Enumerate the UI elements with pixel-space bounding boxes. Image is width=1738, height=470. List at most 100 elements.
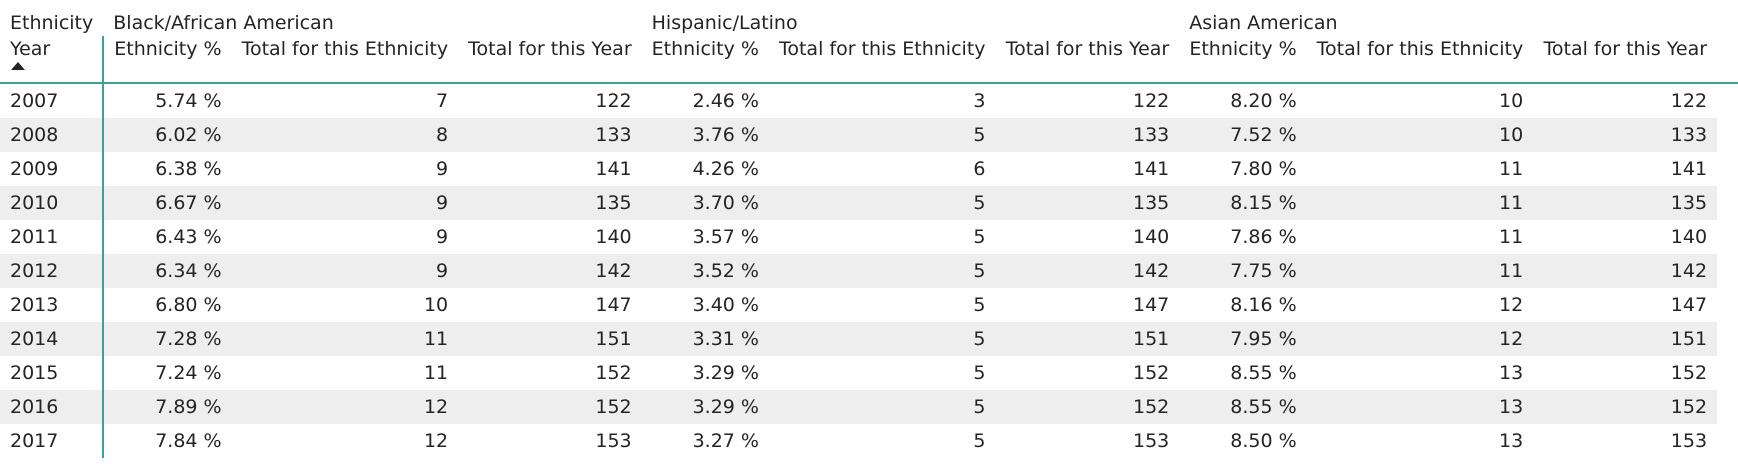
table-row[interactable]: 2008 6.02 % 8 133 3.76 % 5 133 7.52 % 10 133 — [0, 118, 1738, 152]
cell-hispanic-total-ethnicity[interactable]: 5 — [973, 294, 986, 316]
cell-black-total-ethnicity[interactable]: 10 — [423, 294, 449, 316]
measure-header-total-year[interactable]: Total for this Year — [995, 36, 1180, 84]
row-header-year[interactable]: 2015 — [0, 356, 105, 390]
cell-black-total-ethnicity[interactable]: 12 — [231, 390, 459, 424]
cell-black-total-year[interactable]: 151 — [458, 322, 642, 356]
table-row[interactable]: 2009 6.38 % 9 141 4.26 % 6 141 7.80 % 11 141 — [0, 152, 1738, 186]
cell-hispanic-ethnicity-pct[interactable]: 3.40 % — [692, 294, 759, 316]
group-header-asian-american[interactable]: Asian American — [1189, 12, 1338, 34]
cell-asian-total-ethnicity[interactable]: 11 — [1306, 186, 1534, 220]
cell-hispanic-total-year[interactable]: 151 — [995, 322, 1180, 356]
cell-black-ethnicity-pct[interactable]: 7.89 % — [103, 390, 232, 424]
table-row[interactable]: 2017 7.84 % 12 153 3.27 % 5 153 8.50 % 13 153 — [0, 424, 1738, 458]
cell-asian-total-ethnicity[interactable]: 12 — [1499, 294, 1524, 316]
cell-black-total-year[interactable]: 153 — [595, 430, 632, 452]
cell-asian-total-year[interactable]: 122 — [1670, 90, 1708, 112]
cell-black-total-year[interactable]: 152 — [595, 362, 632, 384]
cell-asian-ethnicity-pct[interactable]: 8.16 % — [1230, 294, 1297, 316]
cell-black-ethnicity-pct[interactable]: 6.43 % — [155, 226, 222, 248]
cell-black-ethnicity-pct[interactable]: 6.80 % — [155, 294, 222, 316]
measure-header-ethnicity-pct[interactable]: Ethnicity % — [1179, 36, 1307, 84]
cell-hispanic-ethnicity-pct[interactable]: 3.27 % — [692, 430, 759, 452]
cell-black-total-ethnicity[interactable]: 8 — [231, 118, 459, 152]
measure-header-total-year[interactable]: Total for this Year — [1533, 36, 1718, 84]
cell-asian-ethnicity-pct[interactable]: 7.95 % — [1179, 322, 1307, 356]
cell-asian-total-year[interactable]: 133 — [1533, 118, 1718, 152]
row-header-year[interactable]: 2010 — [0, 186, 105, 220]
cell-hispanic-ethnicity-pct[interactable]: 4.26 % — [692, 158, 759, 180]
cell-hispanic-total-ethnicity[interactable]: 5 — [973, 430, 986, 452]
cell-hispanic-total-year[interactable]: 133 — [995, 118, 1180, 152]
cell-hispanic-total-year[interactable]: 153 — [1132, 430, 1170, 452]
measure-header-ethnicity-pct[interactable]: Ethnicity % — [103, 36, 232, 84]
table-row[interactable]: 2013 6.80 % 10 147 3.40 % 5 147 8.16 % 12 147 — [0, 288, 1738, 322]
row-header-year[interactable]: 2017 — [0, 424, 105, 458]
cell-black-total-ethnicity[interactable]: 12 — [423, 430, 449, 452]
cell-asian-ethnicity-pct[interactable]: 7.52 % — [1179, 118, 1307, 152]
cell-asian-total-ethnicity[interactable]: 11 — [1499, 158, 1524, 180]
cell-asian-ethnicity-pct[interactable]: 8.15 % — [1179, 186, 1307, 220]
cell-hispanic-ethnicity-pct[interactable]: 3.52 % — [641, 254, 769, 288]
cell-asian-total-year[interactable]: 140 — [1670, 226, 1708, 248]
cell-asian-total-ethnicity[interactable]: 12 — [1306, 322, 1534, 356]
cell-hispanic-total-ethnicity[interactable]: 5 — [973, 226, 986, 248]
cell-asian-ethnicity-pct[interactable]: 7.86 % — [1230, 226, 1297, 248]
cell-hispanic-total-year[interactable]: 140 — [1132, 226, 1170, 248]
cell-asian-total-ethnicity[interactable]: 13 — [1499, 430, 1524, 452]
cell-hispanic-total-ethnicity[interactable]: 5 — [768, 118, 996, 152]
cell-black-total-ethnicity[interactable]: 9 — [436, 226, 449, 248]
cell-black-total-ethnicity[interactable]: 11 — [231, 322, 459, 356]
cell-black-total-ethnicity[interactable]: 9 — [436, 158, 449, 180]
cell-black-total-year[interactable]: 133 — [458, 118, 642, 152]
cell-hispanic-total-ethnicity[interactable]: 5 — [768, 390, 996, 424]
cell-hispanic-ethnicity-pct[interactable]: 2.46 % — [692, 90, 759, 112]
row-header-year[interactable]: 2012 — [0, 254, 105, 288]
table-row[interactable]: 2007 5.74 % 7 122 2.46 % 3 122 8.20 % 10 122 — [0, 83, 1738, 118]
cell-asian-total-ethnicity[interactable]: 10 — [1499, 90, 1524, 112]
cell-asian-total-year[interactable]: 151 — [1533, 322, 1718, 356]
cell-hispanic-total-ethnicity[interactable]: 5 — [973, 362, 986, 384]
cell-black-ethnicity-pct[interactable]: 6.38 % — [155, 158, 222, 180]
cell-black-total-year[interactable]: 152 — [458, 390, 642, 424]
cell-asian-total-ethnicity[interactable]: 11 — [1306, 254, 1534, 288]
cell-black-total-year[interactable]: 141 — [595, 158, 632, 180]
cell-asian-total-year[interactable]: 152 — [1533, 390, 1718, 424]
cell-asian-ethnicity-pct[interactable]: 8.50 % — [1230, 430, 1297, 452]
cell-black-ethnicity-pct[interactable]: 7.24 % — [155, 362, 222, 384]
cell-asian-total-ethnicity[interactable]: 13 — [1499, 362, 1524, 384]
table-row[interactable]: 2014 7.28 % 11 151 3.31 % 5 151 7.95 % 12 151 — [0, 322, 1738, 356]
table-row[interactable]: 2012 6.34 % 9 142 3.52 % 5 142 7.75 % 11 142 — [0, 254, 1738, 288]
cell-asian-total-year[interactable]: 152 — [1670, 362, 1708, 384]
cell-black-ethnicity-pct[interactable]: 6.67 % — [103, 186, 232, 220]
cell-hispanic-total-year[interactable]: 141 — [1132, 158, 1170, 180]
cell-asian-ethnicity-pct[interactable]: 8.55 % — [1179, 390, 1307, 424]
measure-header-total-ethnicity[interactable]: Total for this Ethnicity — [231, 36, 459, 84]
table-row[interactable]: 2011 6.43 % 9 140 3.57 % 5 140 7.86 % 11 140 — [0, 220, 1738, 254]
cell-asian-total-year[interactable]: 153 — [1670, 430, 1708, 452]
cell-asian-total-year[interactable]: 135 — [1533, 186, 1718, 220]
table-row[interactable]: 2015 7.24 % 11 152 3.29 % 5 152 8.55 % 13 152 — [0, 356, 1738, 390]
cell-hispanic-total-year[interactable]: 152 — [1132, 362, 1170, 384]
row-header-year[interactable]: 2016 — [0, 390, 105, 424]
cell-hispanic-ethnicity-pct[interactable]: 3.29 % — [692, 362, 759, 384]
table-row[interactable]: 2016 7.89 % 12 152 3.29 % 5 152 8.55 % 13 152 — [0, 390, 1738, 424]
cell-asian-ethnicity-pct[interactable]: 7.75 % — [1179, 254, 1307, 288]
cell-hispanic-ethnicity-pct[interactable]: 3.31 % — [641, 322, 769, 356]
cell-hispanic-ethnicity-pct[interactable]: 3.70 % — [641, 186, 769, 220]
cell-black-total-year[interactable]: 135 — [458, 186, 642, 220]
cell-asian-total-year[interactable]: 142 — [1533, 254, 1718, 288]
row-header-year[interactable]: 2007 — [0, 83, 105, 118]
cell-hispanic-total-ethnicity[interactable]: 3 — [973, 90, 986, 112]
measure-header-total-ethnicity[interactable]: Total for this Ethnicity — [1306, 36, 1534, 84]
cell-black-total-ethnicity[interactable]: 9 — [231, 254, 459, 288]
row-header-year[interactable]: 2008 — [0, 118, 105, 152]
cell-black-total-year[interactable]: 140 — [595, 226, 632, 248]
cell-hispanic-ethnicity-pct[interactable]: 3.76 % — [641, 118, 769, 152]
cell-hispanic-total-year[interactable]: 122 — [1132, 90, 1170, 112]
cell-black-total-year[interactable]: 142 — [458, 254, 642, 288]
table-row[interactable]: 2010 6.67 % 9 135 3.70 % 5 135 8.15 % 11 135 — [0, 186, 1738, 220]
cell-black-total-year[interactable]: 122 — [595, 90, 632, 112]
measure-header-total-year[interactable]: Total for this Year — [458, 36, 642, 84]
cell-hispanic-total-ethnicity[interactable]: 5 — [768, 186, 996, 220]
cell-asian-total-year[interactable]: 147 — [1670, 294, 1708, 316]
